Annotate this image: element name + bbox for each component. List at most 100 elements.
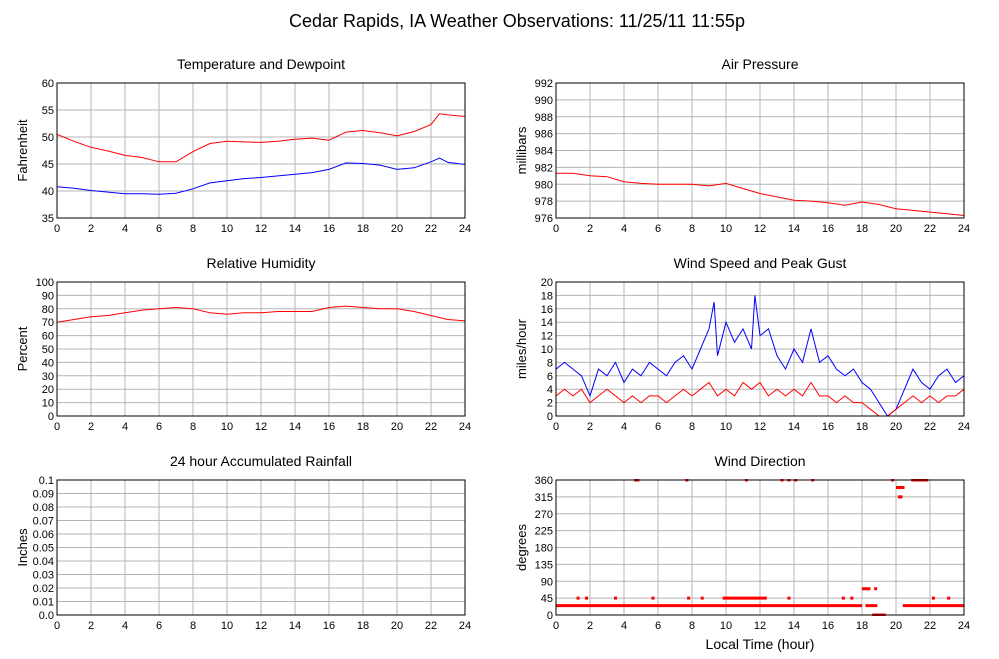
humidity-y-tick-label: 70 — [42, 317, 54, 329]
rainfall-y-tick-label: 0.04 — [33, 556, 54, 568]
temperature-x-tick-label: 20 — [391, 223, 403, 235]
direction-y-tick-label: 0 — [547, 610, 553, 622]
rainfall-x-tick-label: 20 — [391, 620, 403, 632]
temperature-y-tick-label: 60 — [42, 78, 54, 90]
direction-point-run — [902, 604, 964, 608]
pressure-y-tick-label: 982 — [535, 162, 553, 174]
direction-point — [576, 596, 580, 600]
pressure-x-tick-label: 20 — [890, 223, 902, 235]
direction-x-tick-label: 2 — [587, 620, 593, 632]
wind-x-tick-label: 20 — [890, 421, 902, 433]
temperature-y-tick-label: 50 — [42, 132, 54, 144]
wind-x-tick-label: 10 — [720, 421, 732, 433]
x-axis-label: Local Time (hour) — [706, 636, 815, 652]
temperature-x-tick-label: 24 — [459, 223, 471, 235]
pressure-title: Air Pressure — [721, 56, 798, 72]
humidity-x-tick-label: 12 — [255, 421, 267, 433]
humidity-x-tick-label: 8 — [190, 421, 196, 433]
wind-x-tick-label: 18 — [856, 421, 868, 433]
rainfall-x-tick-label: 16 — [323, 620, 335, 632]
rainfall-y-axis-label: Inches — [15, 528, 30, 567]
direction-y-tick-label: 180 — [535, 543, 553, 555]
humidity-x-tick-label: 2 — [88, 421, 94, 433]
humidity-x-tick-label: 18 — [357, 421, 369, 433]
wind-x-tick-label: 16 — [822, 421, 834, 433]
rainfall-y-tick-label: 0.06 — [33, 529, 54, 541]
direction-x-tick-label: 22 — [924, 620, 936, 632]
wind-x-tick-label: 0 — [553, 421, 559, 433]
pressure-y-tick-label: 990 — [535, 95, 553, 107]
direction-point — [585, 596, 589, 600]
humidity-x-tick-label: 24 — [459, 421, 471, 433]
direction-point — [899, 495, 903, 499]
pressure-x-tick-label: 6 — [655, 223, 661, 235]
temperature-x-tick-label: 6 — [156, 223, 162, 235]
humidity-y-tick-label: 90 — [42, 290, 54, 302]
wind-x-tick-label: 4 — [621, 421, 627, 433]
humidity-series-1-line — [57, 305, 465, 323]
direction-y-tick-label: 135 — [535, 559, 553, 571]
wind-x-tick-label: 2 — [587, 421, 593, 433]
humidity-x-tick-label: 0 — [54, 421, 60, 433]
wind-title: Wind Speed and Peak Gust — [674, 255, 847, 271]
wind-y-tick-label: 18 — [541, 290, 553, 302]
humidity-x-tick-label: 4 — [122, 421, 128, 433]
wind-y-tick-label: 14 — [541, 317, 553, 329]
direction-point — [687, 596, 691, 600]
temperature-plot-area — [57, 113, 465, 195]
temperature-x-tick-label: 14 — [289, 223, 301, 235]
wind-y-tick-label: 20 — [541, 277, 553, 289]
temperature-x-tick-label: 22 — [425, 223, 437, 235]
wind-x-tick-label: 8 — [689, 421, 695, 433]
temperature-x-tick-label: 4 — [122, 223, 128, 235]
direction-x-tick-label: 24 — [958, 620, 970, 632]
direction-point-run — [556, 604, 862, 608]
humidity-y-tick-label: 60 — [42, 331, 54, 343]
direction-point — [651, 596, 655, 600]
direction-y-tick-label: 45 — [541, 593, 553, 605]
temperature-series-2-line — [57, 157, 465, 195]
rainfall-frame — [56, 479, 466, 616]
temperature-x-tick-label: 18 — [357, 223, 369, 235]
direction-x-tick-label: 10 — [720, 620, 732, 632]
humidity-y-tick-label: 20 — [42, 384, 54, 396]
page-title: Cedar Rapids, IA Weather Observations: 1… — [289, 11, 745, 31]
humidity-y-tick-label: 40 — [42, 357, 54, 369]
temperature-x-tick-label: 8 — [190, 223, 196, 235]
rainfall-x-tick-label: 8 — [190, 620, 196, 632]
rainfall-y-tick-label: 0.03 — [33, 570, 54, 582]
temperature-y-tick-label: 35 — [42, 213, 54, 225]
temperature-y-tick-label: 45 — [42, 159, 54, 171]
direction-point — [850, 596, 854, 600]
humidity-title: Relative Humidity — [207, 255, 316, 271]
direction-x-tick-label: 6 — [655, 620, 661, 632]
humidity-y-axis-label: Percent — [15, 326, 30, 371]
direction-y-tick-label: 270 — [535, 509, 553, 521]
rainfall-y-tick-label: 0.0 — [39, 610, 54, 622]
wind-x-tick-label: 22 — [924, 421, 936, 433]
temperature-x-tick-label: 10 — [221, 223, 233, 235]
direction-x-tick-label: 0 — [553, 620, 559, 632]
pressure-x-tick-label: 0 — [553, 223, 559, 235]
temperature-x-tick-label: 2 — [88, 223, 94, 235]
humidity-plot-area — [57, 305, 465, 323]
humidity-x-tick-label: 16 — [323, 421, 335, 433]
humidity-y-tick-label: 80 — [42, 304, 54, 316]
humidity-x-tick-label: 10 — [221, 421, 233, 433]
pressure-x-tick-label: 16 — [822, 223, 834, 235]
direction-x-tick-label: 8 — [689, 620, 695, 632]
rainfall-x-tick-label: 2 — [88, 620, 94, 632]
pressure-plot-area — [556, 172, 964, 216]
rainfall-x-tick-label: 12 — [255, 620, 267, 632]
rainfall-x-tick-label: 18 — [357, 620, 369, 632]
wind-y-tick-label: 8 — [547, 357, 553, 369]
rainfall-x-tick-label: 6 — [156, 620, 162, 632]
humidity-y-tick-label: 30 — [42, 371, 54, 383]
wind-x-tick-label: 6 — [655, 421, 661, 433]
pressure-x-tick-label: 12 — [754, 223, 766, 235]
wind-y-tick-label: 10 — [541, 344, 553, 356]
